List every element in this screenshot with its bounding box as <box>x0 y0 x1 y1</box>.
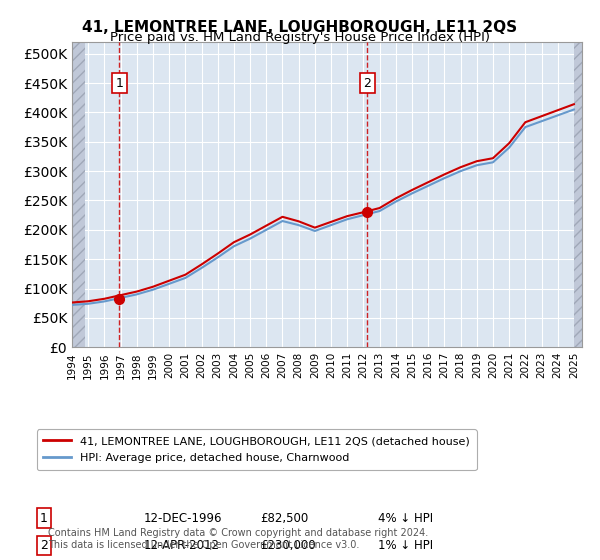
Text: 12-APR-2012: 12-APR-2012 <box>143 539 220 552</box>
Legend: 41, LEMONTREE LANE, LOUGHBOROUGH, LE11 2QS (detached house), HPI: Average price,: 41, LEMONTREE LANE, LOUGHBOROUGH, LE11 2… <box>37 430 476 470</box>
Text: 12-DEC-1996: 12-DEC-1996 <box>143 512 222 525</box>
Text: 1: 1 <box>115 77 123 90</box>
Text: 4% ↓ HPI: 4% ↓ HPI <box>378 512 433 525</box>
Text: 2: 2 <box>40 539 48 552</box>
Text: 1: 1 <box>40 512 48 525</box>
Bar <box>72 42 85 347</box>
Text: Price paid vs. HM Land Registry's House Price Index (HPI): Price paid vs. HM Land Registry's House … <box>110 31 490 44</box>
Bar <box>574 42 582 347</box>
Text: £82,500: £82,500 <box>260 512 309 525</box>
Text: £230,000: £230,000 <box>260 539 316 552</box>
Text: 41, LEMONTREE LANE, LOUGHBOROUGH, LE11 2QS: 41, LEMONTREE LANE, LOUGHBOROUGH, LE11 2… <box>82 20 518 35</box>
Text: Contains HM Land Registry data © Crown copyright and database right 2024.
This d: Contains HM Land Registry data © Crown c… <box>48 528 428 550</box>
Text: 2: 2 <box>364 77 371 90</box>
Text: 1% ↓ HPI: 1% ↓ HPI <box>378 539 433 552</box>
